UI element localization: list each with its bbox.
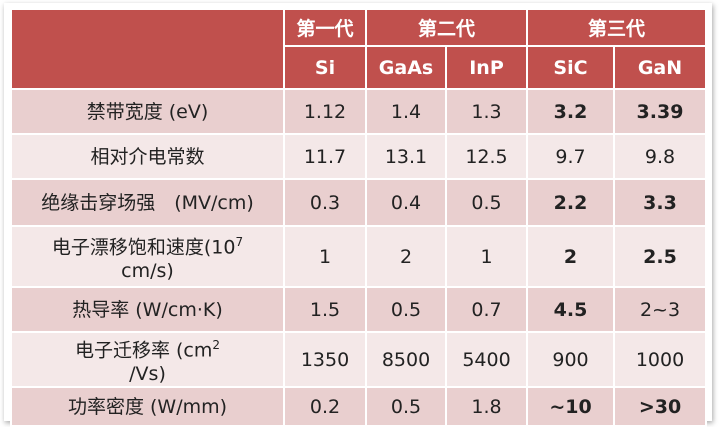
data-row: 电子漂移饱和速度(107 cm/s) 1 2 1 2 2.5 xyxy=(10,225,707,288)
row-label: 热导率 (W/cm·K) xyxy=(10,286,285,333)
generation-header: 第二代 xyxy=(365,8,528,47)
value-cell: 9.8 xyxy=(613,133,707,180)
value-cell: 1.5 xyxy=(283,286,367,333)
value-cell: 1 xyxy=(445,225,528,288)
corner-cell xyxy=(10,8,285,90)
value-cell: 1.8 xyxy=(445,386,528,427)
value-cell: 1000 xyxy=(613,330,707,389)
value-cell: 0.7 xyxy=(445,286,528,333)
value-cell: 900 xyxy=(526,330,615,389)
value-cell: 2 xyxy=(365,225,447,288)
value-cell: 1350 xyxy=(283,330,367,389)
row-label: 电子迁移率 (cm2/Vs) xyxy=(10,330,285,389)
value-cell: 2.2 xyxy=(526,178,615,227)
label-superscript: 2 xyxy=(212,338,221,352)
value-cell: 8500 xyxy=(365,330,447,389)
material-header: GaAs xyxy=(365,45,447,90)
row-label: 相对介电常数 xyxy=(10,133,285,180)
value-cell: 0.3 xyxy=(283,178,367,227)
value-cell: 4.5 xyxy=(526,286,615,333)
value-cell: 2~3 xyxy=(613,286,707,333)
generation-header: 第一代 xyxy=(283,8,367,47)
value-cell: 1.4 xyxy=(365,88,447,135)
value-cell: 5400 xyxy=(445,330,528,389)
label-superscript: 7 xyxy=(235,234,244,249)
data-row: 绝缘击穿场强 (MV/cm) 0.3 0.4 0.5 2.2 3.3 xyxy=(10,178,707,227)
value-cell: 1.3 xyxy=(445,88,528,135)
data-row: 热导率 (W/cm·K) 1.5 0.5 0.7 4.5 2~3 xyxy=(10,286,707,333)
row-label: 禁带宽度 (eV) xyxy=(10,88,285,135)
data-row: 禁带宽度 (eV) 1.12 1.4 1.3 3.2 3.39 xyxy=(10,88,707,135)
value-cell: 12.5 xyxy=(445,133,528,180)
generation-header: 第三代 xyxy=(526,8,707,47)
data-row: 功率密度 (W/mm) 0.2 0.5 1.8 ~10 >30 xyxy=(10,386,707,427)
value-cell: 2 xyxy=(526,225,615,288)
row-label: 绝缘击穿场强 (MV/cm) xyxy=(10,178,285,227)
value-cell: 3.3 xyxy=(613,178,707,227)
value-cell: 0.5 xyxy=(445,178,528,227)
value-cell: 0.4 xyxy=(365,178,447,227)
material-header: GaN xyxy=(613,45,707,90)
value-cell: 0.2 xyxy=(283,386,367,427)
material-header: SiC xyxy=(526,45,615,90)
row-label: 功率密度 (W/mm) xyxy=(10,386,285,427)
value-cell: 11.7 xyxy=(283,133,367,180)
value-cell: 3.39 xyxy=(613,88,707,135)
value-cell: ~10 xyxy=(526,386,615,427)
value-cell: 3.2 xyxy=(526,88,615,135)
row-label: 电子漂移饱和速度(107 cm/s) xyxy=(10,225,285,288)
material-header: InP xyxy=(445,45,528,90)
value-cell: 1.12 xyxy=(283,88,367,135)
material-header: Si xyxy=(283,45,367,90)
value-cell: 9.7 xyxy=(526,133,615,180)
label-text: /Vs) xyxy=(129,363,166,386)
data-row: 电子迁移率 (cm2/Vs) 1350 8500 5400 900 1000 xyxy=(10,330,707,389)
label-text: 电子漂移饱和速度(10 xyxy=(51,236,236,259)
value-cell: 1 xyxy=(283,225,367,288)
label-text: 电子迁移率 (cm xyxy=(74,339,213,362)
value-cell: >30 xyxy=(613,386,707,427)
value-cell: 13.1 xyxy=(365,133,447,180)
value-cell: 0.5 xyxy=(365,286,447,333)
label-text: cm/s) xyxy=(121,260,174,283)
data-row: 相对介电常数 11.7 13.1 12.5 9.7 9.8 xyxy=(10,133,707,180)
value-cell: 2.5 xyxy=(613,225,707,288)
value-cell: 0.5 xyxy=(365,386,447,427)
comparison-table: 第一代 第二代 第三代 Si GaAs InP SiC GaN 禁带宽度 (eV) 1.1… xyxy=(10,8,707,427)
table-frame: 第一代 第二代 第三代 Si GaAs InP SiC GaN 禁带宽度 (eV) 1.1… xyxy=(4,3,712,427)
